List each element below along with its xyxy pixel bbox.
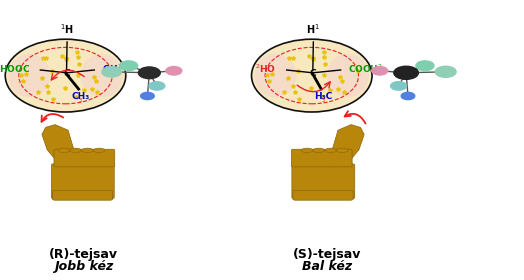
Circle shape <box>401 92 415 100</box>
Text: Bal kéz: Bal kéz <box>302 260 353 273</box>
Circle shape <box>149 82 165 90</box>
Ellipse shape <box>325 148 336 153</box>
Text: OH$^1$: OH$^1$ <box>102 62 123 75</box>
Text: $^3$: $^3$ <box>321 97 326 103</box>
Circle shape <box>416 61 434 71</box>
Text: Jobb kéz: Jobb kéz <box>54 260 114 273</box>
Ellipse shape <box>58 148 70 153</box>
Ellipse shape <box>255 54 297 97</box>
Polygon shape <box>330 125 364 167</box>
FancyBboxPatch shape <box>51 164 114 199</box>
Text: $^2$HO: $^2$HO <box>255 62 276 75</box>
Ellipse shape <box>82 148 93 153</box>
Text: H₃C: H₃C <box>314 92 332 101</box>
Text: C: C <box>63 69 70 78</box>
Text: COOH$^2$: COOH$^2$ <box>348 62 384 75</box>
Ellipse shape <box>313 148 324 153</box>
Text: H$^1$: H$^1$ <box>307 23 320 36</box>
Circle shape <box>166 67 182 75</box>
Text: C: C <box>310 69 316 78</box>
Text: $^2$HOOC: $^2$HOOC <box>0 62 30 75</box>
Circle shape <box>138 67 160 79</box>
Circle shape <box>140 92 154 100</box>
Circle shape <box>394 66 418 79</box>
Text: (R)-tejsav: (R)-tejsav <box>49 248 118 261</box>
Circle shape <box>390 82 407 90</box>
Circle shape <box>372 67 388 75</box>
Circle shape <box>119 61 138 71</box>
Circle shape <box>435 66 456 77</box>
Text: (S)-tejsav: (S)-tejsav <box>293 248 362 261</box>
Circle shape <box>102 67 122 77</box>
Ellipse shape <box>301 148 313 153</box>
FancyBboxPatch shape <box>292 164 355 199</box>
Ellipse shape <box>5 39 126 112</box>
FancyBboxPatch shape <box>52 190 113 200</box>
Polygon shape <box>42 125 76 167</box>
Ellipse shape <box>8 54 50 97</box>
Ellipse shape <box>336 148 348 153</box>
Ellipse shape <box>327 54 369 97</box>
Ellipse shape <box>93 148 105 153</box>
Ellipse shape <box>70 148 81 153</box>
Text: $^1$H: $^1$H <box>60 23 74 36</box>
FancyBboxPatch shape <box>54 149 115 167</box>
FancyBboxPatch shape <box>293 190 353 200</box>
Ellipse shape <box>252 39 372 112</box>
Text: $^3$: $^3$ <box>78 97 83 103</box>
Ellipse shape <box>81 54 123 97</box>
FancyBboxPatch shape <box>291 149 352 167</box>
Text: CH₃: CH₃ <box>71 92 89 101</box>
